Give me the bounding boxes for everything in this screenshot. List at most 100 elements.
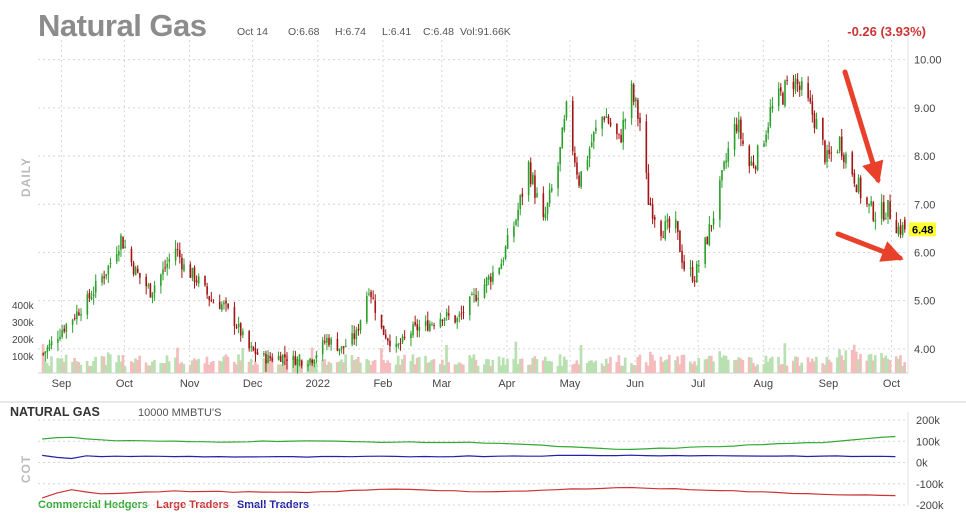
candle-body — [903, 219, 906, 230]
volume-bar — [497, 356, 501, 373]
volume-bar — [371, 360, 375, 373]
candle-body — [500, 263, 503, 270]
price-y-tick-label: 8.00 — [914, 151, 935, 163]
volume-bar — [323, 359, 326, 373]
volume-bar — [209, 362, 213, 373]
volume-bar — [123, 366, 127, 373]
candle-body — [603, 117, 606, 120]
volume-bar — [779, 364, 782, 373]
candle-body — [368, 293, 370, 295]
volume-bar — [894, 356, 898, 373]
x-tick-label: May — [560, 378, 581, 390]
candle-body — [458, 314, 461, 317]
candle-body — [605, 116, 608, 119]
candle-body — [735, 124, 738, 132]
volume-bar — [190, 360, 194, 373]
candle-body — [46, 347, 49, 353]
volume-y-tick-label: 300k — [12, 318, 35, 329]
volume-bar — [106, 352, 110, 373]
candle-body — [840, 136, 843, 157]
volume-bar — [659, 356, 663, 373]
volume-bar — [430, 359, 434, 373]
candle-body — [855, 184, 858, 193]
candle-body — [254, 348, 257, 354]
candle-body — [271, 358, 274, 361]
volume-bar — [365, 359, 369, 373]
candle-body — [635, 98, 637, 102]
candle-body — [65, 324, 68, 332]
candle-body — [828, 149, 830, 155]
volume-bar — [256, 364, 259, 373]
candle-body — [345, 345, 347, 347]
volume-bar — [886, 358, 890, 373]
volume-bar — [314, 362, 318, 373]
volume-bar — [623, 357, 627, 373]
price-y-tick-label: 10.00 — [914, 55, 942, 67]
cot-y-tick-label: 100k — [916, 436, 940, 448]
candle-body — [897, 226, 900, 235]
volume-bar — [546, 361, 549, 373]
candle-body — [399, 343, 402, 345]
chart-title: Natural Gas — [38, 8, 207, 43]
candle-body — [576, 162, 578, 175]
candle-body — [571, 100, 574, 152]
candle-body — [359, 320, 362, 331]
volume-bar — [443, 365, 446, 373]
candle-body — [321, 340, 324, 355]
volume-bar — [468, 355, 471, 373]
volume-bar — [56, 358, 60, 373]
volume-bar — [239, 360, 242, 373]
volume-bar — [724, 355, 728, 373]
volume-bar — [79, 364, 83, 373]
volume-bar — [163, 363, 167, 373]
volume-bar — [356, 357, 360, 373]
volume-bar — [556, 365, 560, 373]
volume-bar — [459, 363, 463, 373]
candle-body — [239, 323, 242, 336]
volume-bar — [426, 362, 429, 373]
candle-body — [109, 262, 112, 265]
volume-bar — [403, 354, 406, 373]
volume-bar — [167, 361, 171, 373]
candle-body — [477, 297, 480, 300]
volume-bar — [676, 356, 680, 373]
candle-body — [456, 318, 458, 322]
candle-body — [134, 267, 137, 276]
candle-body — [601, 116, 603, 129]
candle-body — [233, 307, 236, 327]
candle-body — [197, 276, 200, 284]
candle-body — [513, 226, 515, 237]
candle-body — [88, 292, 91, 299]
candle-body — [487, 276, 490, 280]
volume-bar — [50, 356, 53, 373]
candle-body — [395, 343, 398, 347]
volume-bar — [770, 356, 774, 373]
candle-body — [351, 333, 353, 345]
candle-body — [218, 301, 221, 310]
volume-bar — [499, 365, 503, 373]
volume-bar — [812, 361, 816, 373]
candle-body — [147, 285, 150, 287]
candle-body — [447, 313, 450, 316]
volume-bar — [153, 360, 156, 373]
volume-bar — [899, 355, 902, 373]
candle-body — [107, 265, 110, 275]
candle-body — [559, 147, 561, 165]
volume-bar — [117, 355, 121, 373]
volume-bar — [104, 365, 108, 373]
volume-bar — [777, 356, 780, 373]
candle-body — [723, 161, 725, 170]
candle-body — [178, 250, 181, 258]
candle-body — [208, 296, 211, 300]
candle-body — [410, 333, 412, 339]
volume-bar — [489, 365, 492, 373]
volume-y-tick-label: 100k — [12, 352, 35, 363]
volume-bar — [174, 357, 177, 373]
candle-body — [649, 203, 652, 206]
candle-body — [281, 354, 284, 364]
candle-body — [801, 81, 803, 90]
candle-body — [521, 193, 524, 197]
volume-bar — [394, 364, 398, 373]
volume-bar — [92, 361, 95, 373]
cot-title: NATURAL GAS — [10, 405, 100, 419]
